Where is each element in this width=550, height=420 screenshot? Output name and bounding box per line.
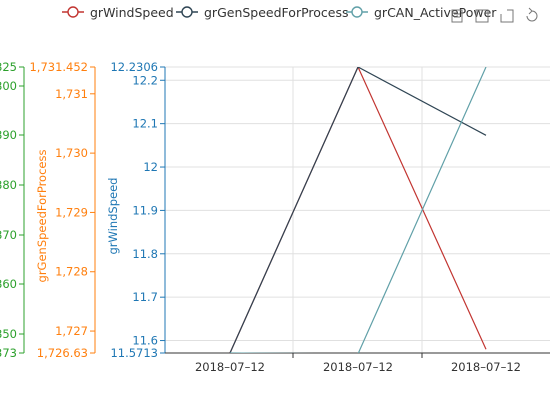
y-tick-label-grWindSpeed: 11.5713 (110, 346, 158, 360)
series-lines (229, 67, 487, 353)
y-tick-label-grCAN_ActivePower: 1880 (0, 178, 17, 192)
y-tick-label-grGenSpeedForProcess: 1,727 (55, 324, 88, 338)
y-tick-label-grCAN_ActivePower: 1800 (0, 79, 17, 93)
legend-circle-swatch (67, 6, 79, 18)
bar-chart-icon[interactable] (500, 9, 514, 23)
legend-item-grWindSpeed[interactable]: grWindSpeed (62, 5, 174, 20)
icon-shape (451, 9, 463, 23)
line-chart-icon[interactable] (475, 9, 489, 23)
legend-item-grCAN_ActivePower[interactable]: grCAN_ActivePower (346, 5, 497, 20)
y-tick-label-grGenSpeedForProcess: 1,731 (55, 87, 88, 101)
y-tick-label-grWindSpeed: 11.7 (132, 290, 158, 304)
icon-shape (500, 9, 514, 23)
y-tick-label-grCAN_ActivePower: 1373 (0, 346, 17, 360)
restore-icon[interactable] (526, 7, 538, 22)
icon-shape (475, 9, 489, 23)
y-axis-name-grGenSpeedForProcess: grGenSpeedForProcess (35, 150, 49, 283)
icon-shape (526, 7, 538, 22)
x-tick-label: 2018–07–12 (451, 360, 521, 374)
legend-label: grGenSpeedForProcess (204, 5, 349, 20)
legend-label: grCAN_ActivePower (374, 5, 497, 20)
y-tick-label-grWindSpeed: 12.2 (132, 73, 158, 87)
legend[interactable]: grWindSpeed grGenSpeedForProcess grCAN_Act… (62, 5, 497, 20)
y-tick-label-grWindSpeed: 11.6 (132, 334, 158, 348)
legend-circle-swatch (181, 6, 193, 18)
y-tick-label-grCAN_ActivePower: 1850 (0, 327, 17, 341)
y-tick-label-grWindSpeed: 12 (143, 160, 158, 174)
x-tick-label: 2018–07–12 (195, 360, 265, 374)
y-tick-label-grGenSpeedForProcess: 1,731.452 (29, 60, 88, 74)
toolbox[interactable] (451, 7, 538, 23)
series-line-grGenSpeedForProcess (229, 67, 487, 353)
y-tick-label-grGenSpeedForProcess: 1,726.63 (37, 346, 88, 360)
y-tick-label-grWindSpeed: 11.9 (132, 203, 158, 217)
y-tick-label-grCAN_ActivePower: 1890 (0, 128, 17, 142)
data-view-icon[interactable] (451, 9, 463, 23)
y-axis-name-grWindSpeed: grWindSpeed (106, 178, 120, 255)
y-tick-label-grGenSpeedForProcess: 1,730 (55, 146, 88, 160)
legend-label: grWindSpeed (90, 5, 174, 20)
y-tick-label-grCAN_ActivePower: 1825 (0, 60, 17, 74)
y-tick-label-grWindSpeed: 11.8 (132, 247, 158, 261)
y-tick-label-grGenSpeedForProcess: 1,728 (55, 265, 88, 279)
y-tick-label-grWindSpeed: 12.1 (132, 117, 158, 131)
legend-item-grGenSpeedForProcess[interactable]: grGenSpeedForProcess (176, 5, 349, 20)
legend-circle-swatch (351, 6, 363, 18)
y-tick-label-grGenSpeedForProcess: 1,729 (55, 205, 88, 219)
y-tick-label-grWindSpeed: 12.2306 (110, 60, 158, 74)
x-tick-label: 2018–07–12 (323, 360, 393, 374)
y-tick-label-grCAN_ActivePower: 1870 (0, 228, 17, 242)
grid (164, 66, 550, 354)
series-line-grCAN_ActivePower (230, 67, 487, 353)
y-tick-label-grCAN_ActivePower: 1860 (0, 277, 17, 291)
